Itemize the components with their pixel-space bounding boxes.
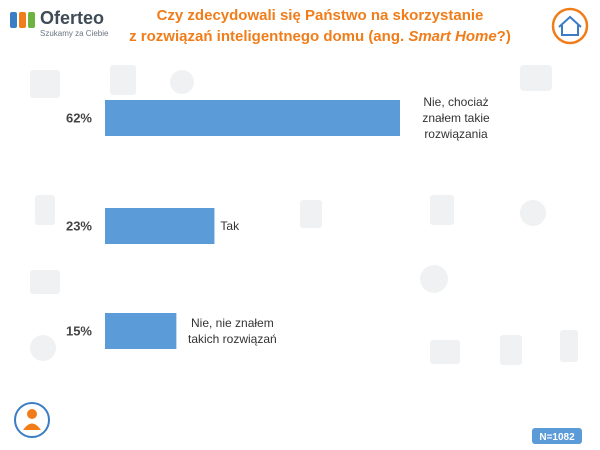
category-label: Nie, nie znałem takich rozwiązań xyxy=(188,316,277,346)
person-icon xyxy=(14,402,50,438)
title-part: ?) xyxy=(497,28,511,45)
chart-title-line: Czy zdecydowali się Państwo na skorzysta… xyxy=(157,7,484,24)
value-label: 62% xyxy=(65,110,92,126)
chart-title-line: z rozwiązań inteligentnego domu (ang. Sm… xyxy=(129,28,511,45)
value-label: 15% xyxy=(65,323,92,339)
house-icon xyxy=(551,7,589,45)
logo: Oferteo Szukamy za Ciebie xyxy=(10,8,109,38)
background-icons xyxy=(30,65,578,365)
category-label: Nie, chociaż znałem takie rozwiązania xyxy=(422,95,490,141)
bar xyxy=(105,313,177,349)
logo-text: Oferteo xyxy=(40,8,104,28)
title-part: Smart Home xyxy=(408,28,496,45)
logo-tagline: Szukamy za Ciebie xyxy=(40,29,109,38)
sample-badge: N=1082 xyxy=(532,428,582,444)
value-label: 23% xyxy=(65,218,92,234)
title-part: z rozwiązań inteligentnego domu (ang. xyxy=(129,28,408,45)
category-label: Tak xyxy=(220,219,240,233)
sample-size: N=1082 xyxy=(539,432,575,443)
bar xyxy=(105,208,215,244)
bar xyxy=(105,100,400,136)
